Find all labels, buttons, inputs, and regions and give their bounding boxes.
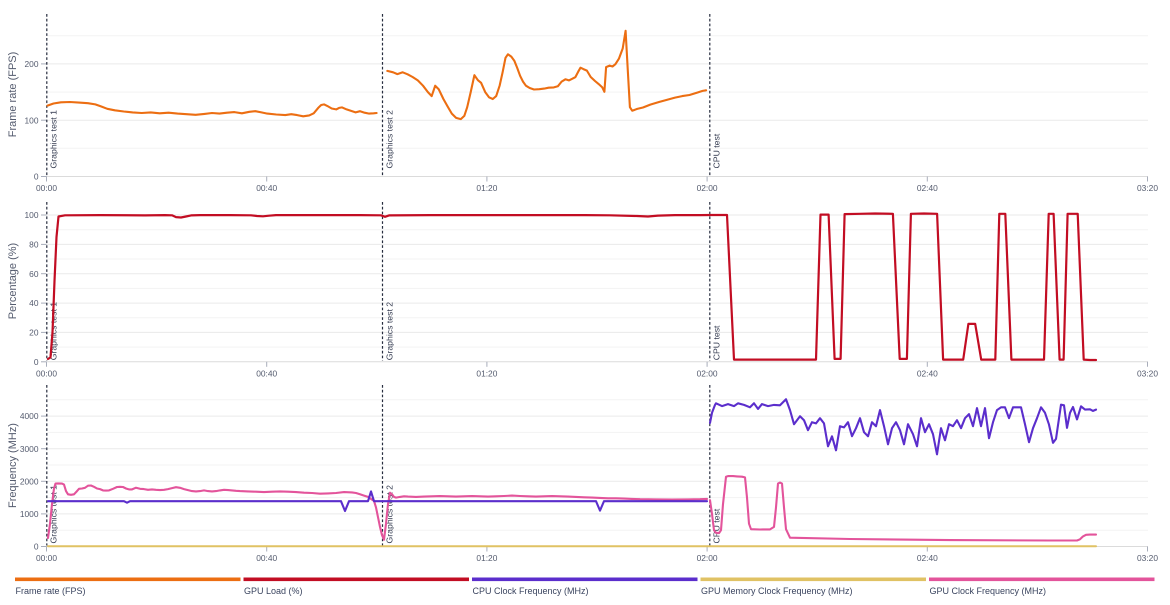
svg-text:02:00: 02:00: [697, 368, 718, 378]
svg-text:CPU test: CPU test: [712, 325, 722, 360]
svg-text:02:00: 02:00: [697, 183, 718, 193]
svg-text:4000: 4000: [20, 411, 39, 421]
svg-text:CPU Clock Frequency (MHz): CPU Clock Frequency (MHz): [473, 586, 589, 596]
svg-text:02:40: 02:40: [917, 368, 938, 378]
svg-text:200: 200: [25, 59, 39, 69]
svg-text:0: 0: [34, 542, 39, 552]
svg-text:1000: 1000: [20, 509, 39, 519]
svg-text:01:20: 01:20: [476, 553, 497, 563]
svg-text:01:20: 01:20: [476, 183, 497, 193]
svg-text:Graphics test 2: Graphics test 2: [384, 302, 394, 361]
svg-text:Frequency (MHz): Frequency (MHz): [7, 423, 19, 508]
svg-text:40: 40: [29, 298, 39, 308]
svg-text:2000: 2000: [20, 476, 39, 486]
svg-text:02:40: 02:40: [917, 183, 938, 193]
svg-text:60: 60: [29, 269, 39, 279]
svg-text:100: 100: [25, 210, 39, 220]
svg-text:CPU test: CPU test: [712, 133, 722, 168]
svg-text:00:40: 00:40: [256, 183, 277, 193]
svg-text:CPU test: CPU test: [712, 508, 722, 543]
svg-text:00:40: 00:40: [256, 553, 277, 563]
svg-text:00:00: 00:00: [36, 553, 57, 563]
svg-text:0: 0: [34, 172, 39, 182]
svg-text:00:40: 00:40: [256, 368, 277, 378]
svg-text:Graphics test 2: Graphics test 2: [384, 110, 394, 169]
svg-text:GPU Load (%): GPU Load (%): [244, 586, 303, 596]
svg-text:GPU Memory Clock Frequency (MH: GPU Memory Clock Frequency (MHz): [701, 586, 853, 596]
svg-text:20: 20: [29, 328, 39, 338]
svg-text:00:00: 00:00: [36, 368, 57, 378]
svg-text:Frame rate (FPS): Frame rate (FPS): [7, 52, 19, 138]
svg-text:01:20: 01:20: [476, 368, 497, 378]
svg-text:03:20: 03:20: [1137, 553, 1158, 563]
svg-text:02:40: 02:40: [917, 553, 938, 563]
svg-text:GPU Clock Frequency (MHz): GPU Clock Frequency (MHz): [930, 586, 1047, 596]
svg-text:03:20: 03:20: [1137, 183, 1158, 193]
svg-text:00:00: 00:00: [36, 183, 57, 193]
svg-text:100: 100: [25, 115, 39, 125]
svg-text:Graphics test 1: Graphics test 1: [49, 485, 59, 544]
svg-text:Percentage (%): Percentage (%): [7, 243, 19, 319]
svg-text:3000: 3000: [20, 444, 39, 454]
svg-text:03:20: 03:20: [1137, 368, 1158, 378]
svg-text:0: 0: [34, 357, 39, 367]
svg-text:Graphics test 1: Graphics test 1: [49, 110, 59, 169]
svg-text:Frame rate (FPS): Frame rate (FPS): [16, 586, 86, 596]
svg-text:02:00: 02:00: [697, 553, 718, 563]
svg-text:Graphics test 2: Graphics test 2: [384, 485, 394, 544]
svg-text:80: 80: [29, 240, 39, 250]
